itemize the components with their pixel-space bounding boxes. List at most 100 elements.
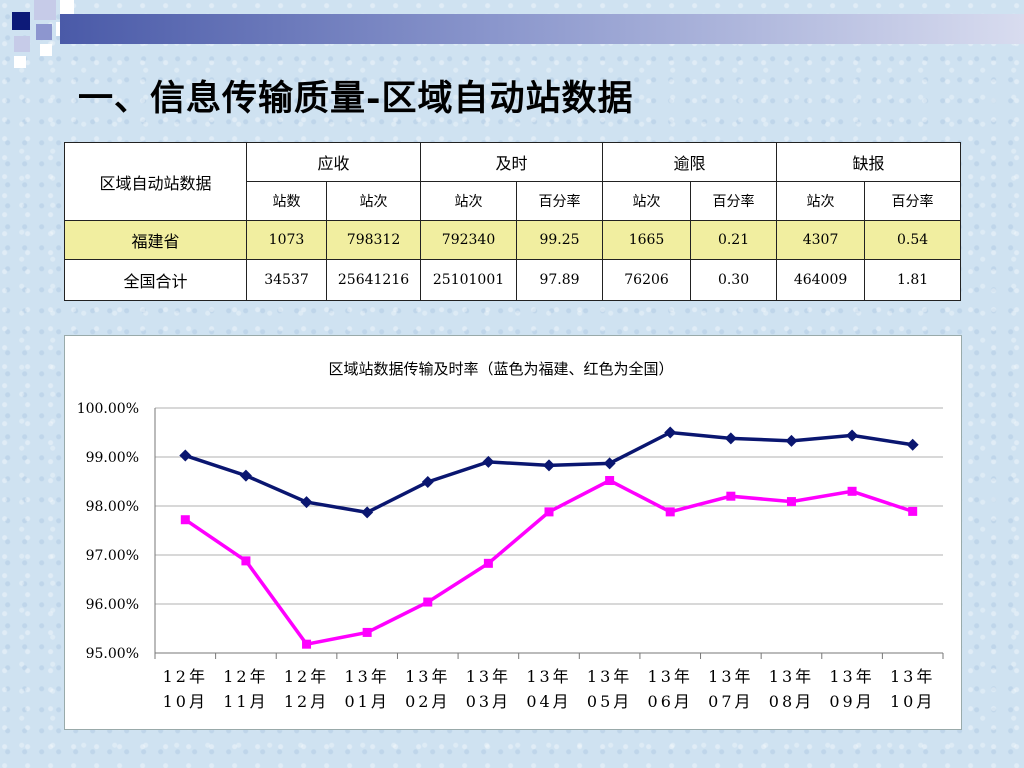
x-tick-label: 12年 xyxy=(163,667,208,686)
data-point xyxy=(179,449,192,462)
table-cell: 99.25 xyxy=(516,220,604,260)
data-point xyxy=(362,627,372,637)
data-point xyxy=(786,497,796,507)
table-cell: 25101001 xyxy=(420,259,518,301)
x-tick-label: 08月 xyxy=(769,692,814,711)
group-header: 缺报 xyxy=(776,142,962,182)
page-title: 一、信息传输质量-区域自动站数据 xyxy=(78,78,634,119)
table-row: 全国合计 34537 25641216 25101001 97.89 76206… xyxy=(64,259,962,301)
chart-panel: 区域站数据传输及时率（蓝色为福建、红色为全国） 95.00% 96.00% 97.0… xyxy=(64,335,962,730)
data-point xyxy=(421,475,434,488)
data-point xyxy=(605,476,615,486)
table-cell: 1.81 xyxy=(864,259,962,301)
table-cell: 1073 xyxy=(246,220,327,260)
x-tick-label: 04月 xyxy=(526,692,571,711)
x-tick-label: 13年 xyxy=(769,667,814,686)
table-header-row: 区域自动站数据 应收 及时 逾限 缺报 xyxy=(64,142,962,221)
y-tick-label: 95.00% xyxy=(86,646,139,662)
table-cell: 0.21 xyxy=(690,220,778,260)
x-tick-label: 12年 xyxy=(223,667,268,686)
x-tick-label: 13年 xyxy=(708,667,753,686)
group-header: 及时 xyxy=(420,142,604,182)
table-subheader-row: 站数 站次 站次 百分率 站次 百分率 站次 百分率 xyxy=(65,181,962,221)
x-tick-label: 10月 xyxy=(163,692,208,711)
series-line xyxy=(184,478,914,647)
data-point xyxy=(300,496,313,509)
x-tick-label: 01月 xyxy=(344,692,389,711)
table-cell: 0.30 xyxy=(690,259,778,301)
table-cell: 798312 xyxy=(325,220,422,260)
data-point xyxy=(847,486,857,496)
table-cell: 4307 xyxy=(776,220,866,260)
data-point xyxy=(785,434,798,447)
x-tick-label: 13年 xyxy=(466,667,511,686)
subheader-cell: 站次 xyxy=(420,181,518,221)
data-point xyxy=(361,506,374,519)
table-cell: 34537 xyxy=(246,259,327,301)
subheader-cell: 站次 xyxy=(776,181,866,221)
x-tick-label: 09月 xyxy=(829,692,874,711)
table-cell: 792340 xyxy=(420,220,518,260)
header-bar xyxy=(60,14,1024,44)
data-point xyxy=(724,432,737,445)
data-point xyxy=(482,455,495,468)
row-label: 福建省 xyxy=(64,220,247,260)
line-chart: 区域站数据传输及时率（蓝色为福建、红色为全国） 95.00% 96.00% 97.0… xyxy=(77,360,944,711)
y-tick-label: 99.00% xyxy=(86,450,139,466)
data-point xyxy=(302,639,312,649)
data-point xyxy=(423,597,433,607)
x-tick-label: 05月 xyxy=(587,692,632,711)
subheader-cell: 站数 xyxy=(246,181,327,221)
data-point xyxy=(664,426,677,439)
data-point xyxy=(241,556,251,566)
data-point xyxy=(726,491,736,501)
table-corner-label: 区域自动站数据 xyxy=(64,142,247,221)
data-point xyxy=(846,429,859,442)
y-tick-label: 98.00% xyxy=(86,499,139,515)
data-point xyxy=(665,507,675,517)
chart-title: 区域站数据传输及时率（蓝色为福建、红色为全国） xyxy=(328,360,673,378)
table-cell: 1665 xyxy=(602,220,692,260)
group-header: 应收 xyxy=(245,142,422,182)
x-tick-label: 10月 xyxy=(890,692,935,711)
data-point xyxy=(543,459,555,472)
group-header: 逾限 xyxy=(602,142,778,182)
x-tick-label: 03月 xyxy=(466,692,511,711)
table-cell: 464009 xyxy=(776,259,866,301)
table-cell: 76206 xyxy=(602,259,692,301)
subheader-cell: 百分率 xyxy=(864,181,962,221)
table-cell: 97.89 xyxy=(516,259,604,301)
subheader-cell: 站次 xyxy=(602,181,692,221)
data-point xyxy=(483,558,493,568)
y-tick-label: 100.00% xyxy=(77,401,139,417)
subheader-cell: 百分率 xyxy=(516,181,604,221)
table-cell: 25641216 xyxy=(325,259,422,301)
x-tick-label: 12年 xyxy=(284,667,329,686)
data-point xyxy=(908,506,918,516)
x-tick-label: 07月 xyxy=(708,692,753,711)
x-tick-label: 13年 xyxy=(344,667,389,686)
x-tick-label: 13年 xyxy=(587,667,632,686)
y-tick-label: 96.00% xyxy=(86,597,139,613)
x-tick-label: 13年 xyxy=(526,667,571,686)
data-point xyxy=(603,457,616,470)
x-tick-label: 12月 xyxy=(284,692,329,711)
x-tick-label: 02月 xyxy=(405,692,450,711)
data-point xyxy=(180,515,190,525)
x-tick-label: 13年 xyxy=(829,667,874,686)
data-point xyxy=(544,507,554,517)
data-point xyxy=(239,469,252,482)
table-cell: 0.54 xyxy=(864,220,962,260)
x-tick-label: 13年 xyxy=(890,667,935,686)
y-tick-label: 97.00% xyxy=(86,548,139,564)
x-tick-label: 06月 xyxy=(648,692,693,711)
data-point xyxy=(906,438,919,451)
x-tick-label: 11月 xyxy=(223,692,268,711)
data-table: 区域自动站数据 应收 及时 逾限 缺报 站数 站次 站次 百分率 站次 百分率 … xyxy=(64,142,962,301)
x-tick-label: 13年 xyxy=(405,667,450,686)
subheader-cell: 百分率 xyxy=(690,181,778,221)
x-tick-label: 13年 xyxy=(648,667,693,686)
subheader-cell: 站次 xyxy=(325,181,422,221)
row-label: 全国合计 xyxy=(64,259,247,301)
table-row: 福建省 1073 798312 792340 99.25 1665 0.21 4… xyxy=(64,220,962,260)
